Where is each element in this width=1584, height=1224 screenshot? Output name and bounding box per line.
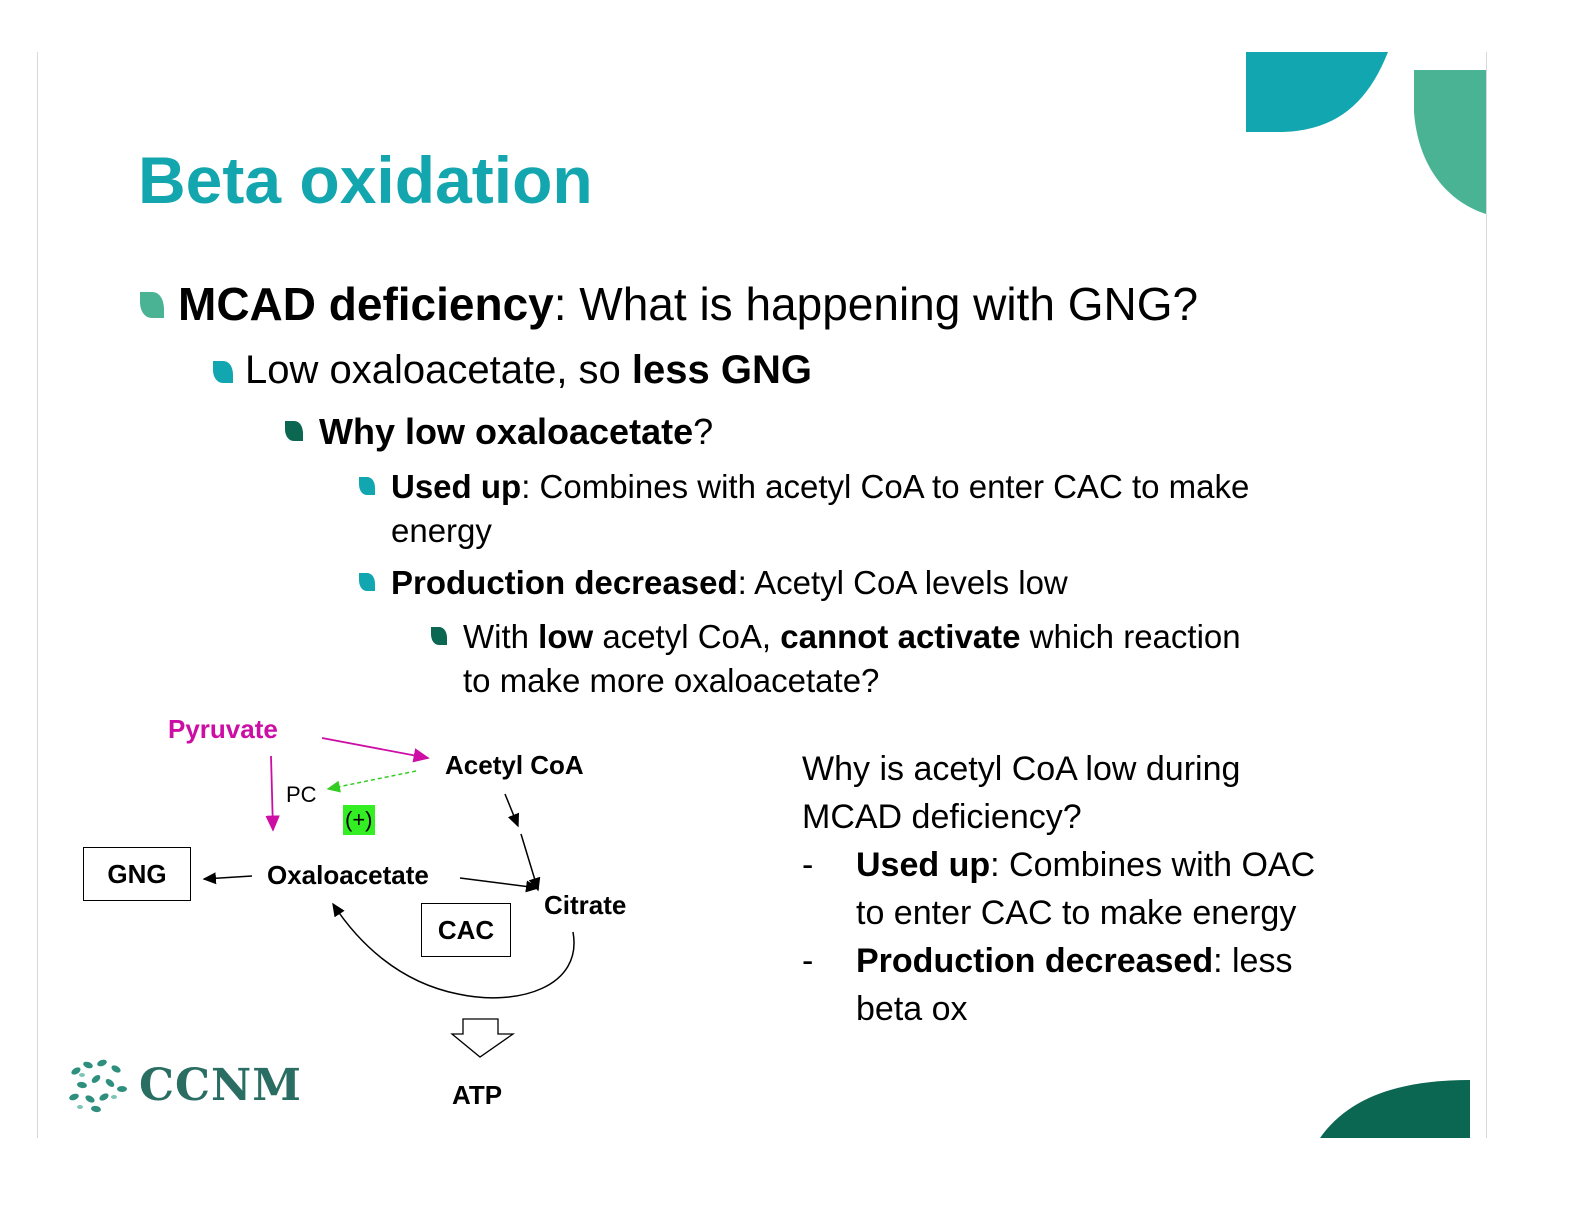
leaf-bullet-icon — [140, 292, 164, 318]
arrow-pyruvate-oxaloacetate — [265, 755, 280, 832]
bullet-low-oaa: Low oxaloacetate, so less GNG — [245, 348, 812, 392]
box-gng: GNG — [83, 847, 191, 901]
right-item-used-up-cont: to enter CAC to make energy — [856, 894, 1297, 932]
label-acetyl-coa: Acetyl CoA — [445, 750, 584, 780]
leaf-bullet-icon — [431, 627, 447, 645]
leaf-bullet-icon — [359, 477, 375, 495]
leaf-bullet-icon — [213, 361, 233, 383]
question-line-2: MCAD deficiency? — [802, 798, 1082, 836]
arrow-acetylcoa-activates-pc — [326, 770, 417, 793]
label-activator: (+) — [343, 805, 375, 835]
atp-arrow-icon — [450, 1018, 516, 1058]
ccnm-logo-text[interactable]: CCNM — [139, 1060, 302, 1111]
leaf-bullet-icon — [285, 421, 303, 441]
bullet-used-up-cont: energy — [391, 512, 492, 549]
slide-title: Beta oxidation — [138, 143, 593, 217]
label-citrate: Citrate — [544, 890, 627, 920]
ccnm-logo-icon — [69, 1059, 127, 1113]
arrow-cycle-return — [332, 902, 575, 999]
leaf-bullet-icon — [359, 573, 375, 591]
arrow-pyruvate-acetylcoa — [321, 737, 430, 763]
box-cac: CAC — [421, 903, 511, 957]
label-pyruvate: Pyruvate — [168, 714, 278, 744]
bullet-with-low-cont: to make more oxaloacetate? — [463, 662, 880, 699]
right-item-production: Production decreased: less — [856, 942, 1293, 980]
pathway-diagram — [202, 737, 575, 1058]
arrow-acetylcoa-down — [504, 793, 520, 828]
dash-2: - — [802, 942, 814, 980]
bullet-production: Production decreased: Acetyl CoA levels … — [391, 564, 1068, 601]
corner-leaf-top — [1246, 52, 1486, 214]
slide: Beta oxidation MCAD deficiency: What is … — [37, 52, 1487, 1138]
arrow-oaa-gng — [202, 872, 253, 885]
arrow-oaa-citrate — [459, 877, 540, 893]
label-oxaloacetate: Oxaloacetate — [267, 860, 429, 890]
right-item-used-up: Used up: Combines with OAC — [856, 846, 1316, 884]
question-line-1: Why is acetyl CoA low during — [802, 750, 1241, 788]
corner-leaf-bottom — [1320, 1080, 1470, 1138]
dash-1: - — [802, 846, 814, 884]
label-pc: PC — [286, 782, 317, 807]
bullet-why-low: Why low oxaloacetate? — [319, 411, 714, 452]
right-item-production-cont: beta ox — [856, 990, 968, 1028]
label-atp: ATP — [452, 1080, 503, 1110]
arrow-to-citrate — [520, 833, 541, 892]
bullet-with-low: With low acetyl CoA, cannot activate whi… — [463, 618, 1241, 655]
bullet-mcad: MCAD deficiency: What is happening with … — [178, 278, 1199, 330]
bullet-used-up: Used up: Combines with acetyl CoA to ent… — [391, 468, 1250, 505]
